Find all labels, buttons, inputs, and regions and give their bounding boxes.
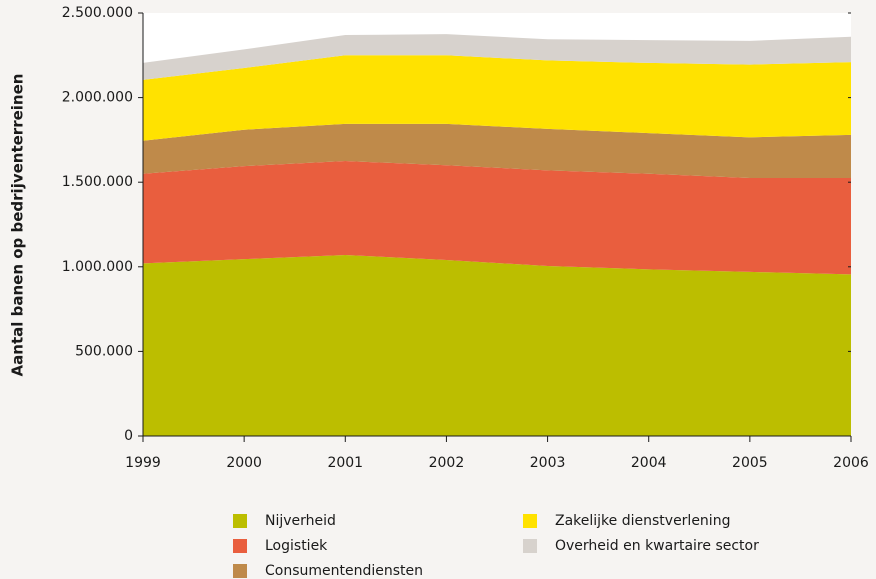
legend-swatch: [233, 564, 247, 578]
x-tick-label: 2006: [833, 455, 869, 471]
y-tick-label: 0: [124, 428, 133, 444]
legend-label: Zakelijke dienstverlening: [555, 513, 730, 529]
legend-swatch: [523, 514, 537, 528]
legend-label: Consumentendiensten: [265, 563, 423, 579]
legend-swatch: [523, 539, 537, 553]
x-tick-label: 2002: [429, 455, 465, 471]
area: [143, 55, 851, 141]
area: [143, 34, 851, 80]
y-tick-label: 2.500.000: [62, 5, 133, 21]
y-tick-label: 1.500.000: [62, 174, 133, 190]
legend-swatch: [233, 539, 247, 553]
area: [143, 123, 851, 178]
area: [143, 254, 851, 436]
legend-swatch: [233, 514, 247, 528]
y-axis-label: Aantal banen op bedrijventerreinen: [9, 74, 27, 377]
legend-label: Nijverheid: [265, 513, 336, 529]
y-tick-label: 1.000.000: [62, 259, 133, 275]
y-tick-label: 2.000.000: [62, 90, 133, 106]
x-tick-label: 1999: [125, 455, 161, 471]
y-tick-label: 500.000: [75, 343, 133, 359]
x-tick-label: 2000: [226, 455, 262, 471]
x-tick-label: 2001: [327, 455, 363, 471]
x-tick-label: 2005: [732, 455, 768, 471]
area: [143, 161, 851, 275]
legend-label: Logistiek: [265, 538, 328, 554]
legend-label: Overheid en kwartaire sector: [555, 538, 759, 554]
x-tick-label: 2004: [631, 455, 667, 471]
x-tick-label: 2003: [530, 455, 566, 471]
